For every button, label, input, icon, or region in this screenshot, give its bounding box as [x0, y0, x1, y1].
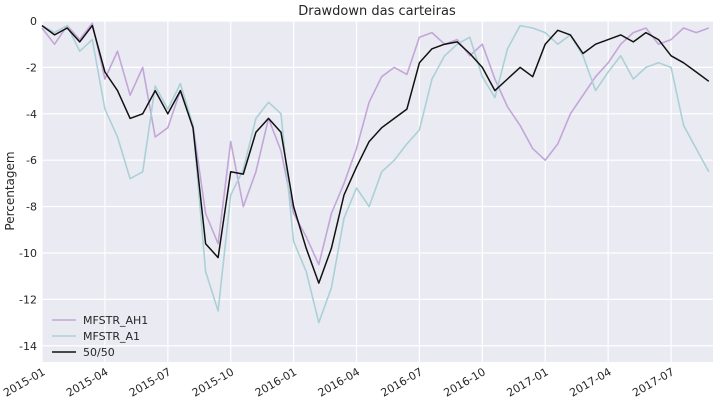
x-tick-label: 2016-07: [379, 365, 425, 399]
series-line-50-50: [41, 24, 710, 284]
legend-label: MFSTR_AH1: [83, 314, 148, 327]
x-tick-label: 2015-07: [127, 365, 173, 399]
y-axis-title: Percentagem: [3, 151, 17, 230]
grid-lines: [41, 20, 713, 362]
y-tick-label: -2: [26, 61, 37, 74]
x-tick-label: 2017-01: [504, 365, 550, 399]
legend: MFSTR_AH1 MFSTR_A1 50/50: [52, 314, 148, 359]
x-tick-label: 2016-10: [442, 365, 488, 399]
legend-label: MFSTR_A1: [83, 330, 140, 343]
y-tick-label: -12: [19, 293, 37, 306]
x-tick-label: 2015-04: [64, 365, 110, 399]
legend-label: 50/50: [83, 346, 115, 359]
y-tick-label: 0: [30, 15, 37, 28]
x-tick-label: 2015-10: [190, 365, 236, 399]
series-lines: [41, 22, 710, 324]
y-tick-label: -8: [26, 201, 37, 214]
y-tick-label: -4: [26, 108, 37, 121]
y-tick-label: -10: [19, 247, 37, 260]
x-tick-label: 2016-04: [316, 365, 362, 399]
series-line-mfstr-ah1: [41, 22, 710, 266]
x-tick-label: 2017-07: [630, 365, 676, 399]
chart-title: Drawdown das carteiras: [298, 4, 456, 19]
x-tick-label: 2017-04: [567, 365, 613, 399]
x-tick-label: 2015-01: [1, 365, 47, 399]
y-tick-label: -6: [26, 154, 37, 167]
plot-background: [42, 21, 713, 362]
series-line-mfstr-a1: [41, 24, 710, 324]
x-tick-label: 2016-01: [253, 365, 299, 399]
y-tick-label: -14: [19, 340, 37, 353]
